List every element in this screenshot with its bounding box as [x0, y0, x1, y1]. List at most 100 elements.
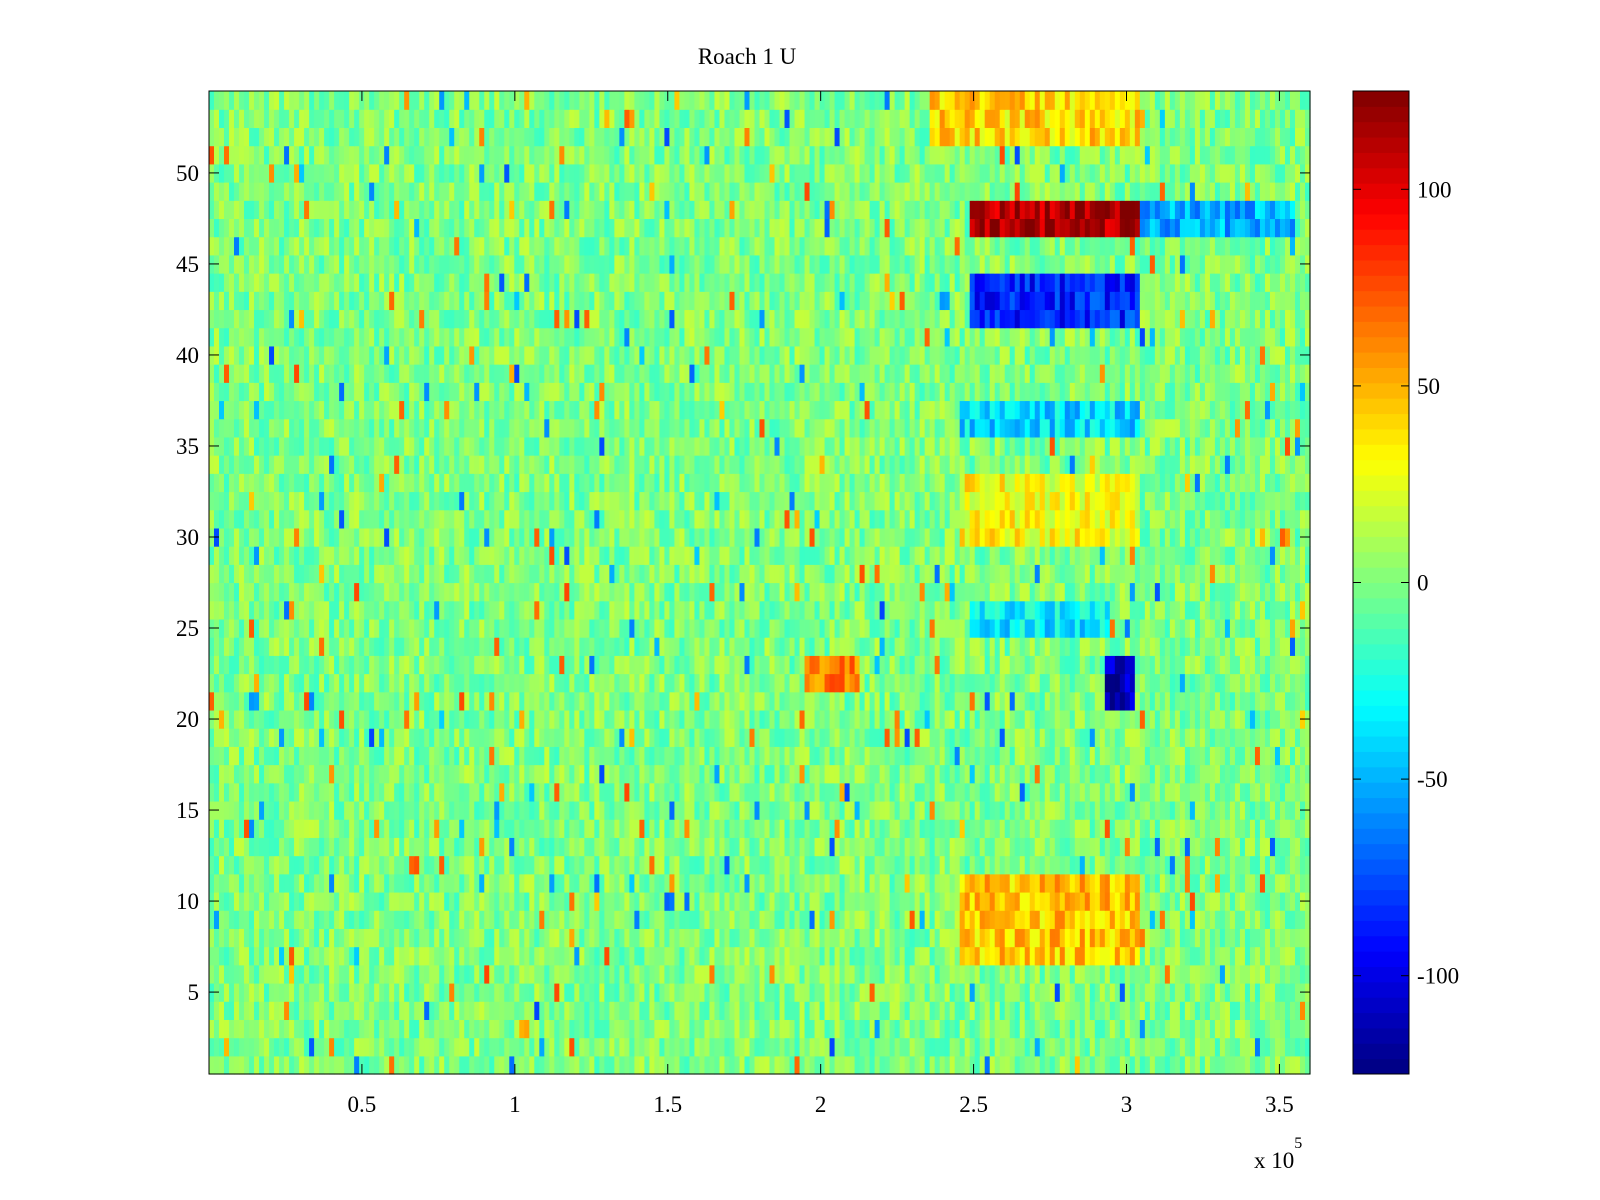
heatmap-cell	[724, 982, 731, 1002]
heatmap-cell	[329, 673, 335, 693]
heatmap-cell	[1194, 1037, 1201, 1057]
heatmap-cell	[274, 728, 280, 747]
heatmap-cell	[614, 746, 620, 766]
heatmap-cell	[379, 910, 385, 929]
heatmap-cell	[1154, 910, 1161, 929]
heatmap-cell	[644, 855, 650, 875]
heatmap-cell	[909, 928, 916, 948]
heatmap-cell	[399, 982, 405, 1002]
heatmap-cell	[759, 964, 766, 984]
heatmap-cell	[404, 946, 410, 966]
heatmap-cell	[1104, 873, 1111, 893]
heatmap-cell	[914, 691, 921, 711]
heatmap-cell	[1159, 819, 1166, 838]
heatmap-cell	[1194, 709, 1201, 729]
heatmap-cell	[214, 691, 220, 711]
heatmap-cell	[1089, 855, 1096, 875]
heatmap-cell	[639, 764, 645, 784]
heatmap-cell	[1169, 1055, 1176, 1075]
heatmap-cell	[604, 855, 610, 875]
heatmap-cell	[1079, 691, 1086, 711]
heatmap-cell	[484, 709, 490, 729]
heatmap-cell	[539, 782, 545, 802]
heatmap-cell	[709, 964, 716, 984]
heatmap-cell	[694, 855, 701, 875]
heatmap-cell	[979, 709, 986, 729]
heatmap-cell	[869, 1019, 876, 1039]
heatmap-cell	[689, 691, 696, 711]
heatmap-cell	[494, 1037, 500, 1057]
heatmap-cell	[494, 910, 500, 929]
heatmap-cell	[224, 1001, 230, 1020]
heatmap-cell	[1064, 891, 1071, 911]
heatmap-cell	[279, 1019, 285, 1039]
heatmap-cell	[1299, 873, 1306, 893]
heatmap-cell	[1009, 728, 1016, 747]
heatmap-cell	[634, 728, 640, 747]
heatmap-cell	[819, 910, 826, 929]
heatmap-cell	[584, 746, 590, 766]
heatmap-cell	[649, 873, 655, 893]
heatmap-cell	[1209, 837, 1216, 857]
heatmap-cell	[549, 855, 555, 875]
heatmap-cell	[1144, 1019, 1151, 1039]
heatmap-cell	[1189, 673, 1196, 693]
heatmap-cell	[304, 891, 310, 911]
heatmap-cell	[659, 982, 666, 1002]
heatmap-cell	[1014, 746, 1021, 766]
heatmap-cell	[1024, 855, 1031, 875]
heatmap-cell	[839, 764, 846, 784]
heatmap-cell	[744, 709, 751, 729]
heatmap-cell	[999, 982, 1006, 1002]
heatmap-cell	[444, 891, 450, 911]
heatmap-cell	[1129, 946, 1136, 966]
heatmap-cell	[734, 709, 741, 729]
heatmap-cell	[1144, 982, 1151, 1002]
heatmap-cell	[1029, 837, 1036, 857]
heatmap-cell	[744, 873, 751, 893]
heatmap-cell	[524, 800, 530, 820]
heatmap-cell	[909, 1019, 916, 1039]
heatmap-cell	[1034, 982, 1041, 1002]
heatmap-cell	[994, 1037, 1001, 1057]
heatmap-cell	[1224, 910, 1231, 929]
heatmap-cell	[1214, 728, 1221, 747]
heatmap-cell	[849, 1037, 856, 1057]
heatmap-cell	[264, 855, 270, 875]
heatmap-cell	[404, 819, 410, 838]
heatmap-cell	[249, 746, 255, 766]
heatmap-cell	[1254, 728, 1261, 747]
heatmap-cell	[1234, 1019, 1241, 1039]
heatmap-cell	[1094, 1019, 1101, 1039]
heatmap-cell	[1294, 946, 1301, 966]
heatmap-cell	[1219, 873, 1226, 893]
heatmap-cell	[384, 764, 390, 784]
heatmap-cell	[684, 1037, 691, 1057]
heatmap-cell	[229, 691, 235, 711]
heatmap-cell	[604, 928, 610, 948]
heatmap-cell	[799, 800, 806, 820]
heatmap-cell	[509, 746, 515, 766]
heatmap-cell	[939, 709, 946, 729]
heatmap-cell	[779, 1001, 786, 1020]
heatmap-cell	[994, 964, 1001, 984]
heatmap-cell	[679, 928, 686, 948]
heatmap-cell	[379, 728, 385, 747]
heatmap-cell	[1149, 946, 1156, 966]
heatmap-cell	[1084, 1019, 1091, 1039]
heatmap-cell	[844, 891, 851, 911]
heatmap-cell	[1024, 910, 1031, 929]
heatmap-cell	[809, 655, 816, 675]
heatmap-cell	[489, 910, 495, 929]
heatmap-cell	[1084, 1037, 1091, 1057]
heatmap-cell	[1294, 782, 1301, 802]
heatmap-cell	[894, 891, 901, 911]
heatmap-cell	[464, 1001, 470, 1020]
heatmap-cell	[304, 819, 310, 838]
heatmap-cell	[264, 691, 270, 711]
heatmap-cell	[439, 910, 445, 929]
heatmap-cell	[414, 1037, 420, 1057]
heatmap-cell	[1214, 946, 1221, 966]
heatmap-cell	[514, 691, 520, 711]
heatmap-cell	[964, 800, 971, 820]
